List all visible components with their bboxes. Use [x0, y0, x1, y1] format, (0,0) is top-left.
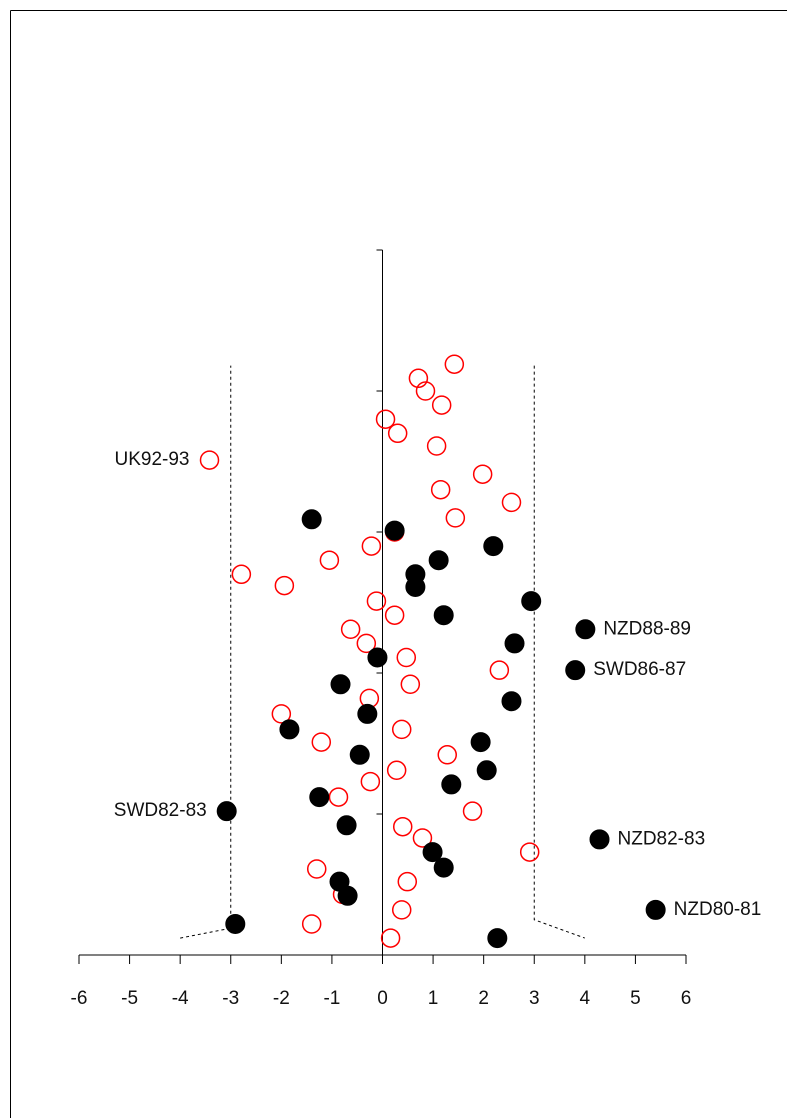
point [384, 605, 405, 625]
point [433, 605, 454, 626]
point [357, 703, 378, 724]
point-label: NZD82-83 [618, 828, 706, 849]
point [521, 591, 542, 612]
point [575, 619, 596, 640]
x-tick-label: -4 [172, 988, 189, 1009]
point [437, 745, 457, 765]
point-label: UK92-93 [115, 449, 190, 470]
point [392, 816, 413, 837]
point [391, 900, 412, 920]
x-tick-label: -1 [323, 988, 340, 1009]
x-tick-label: 0 [377, 988, 388, 1009]
x-tick-label: -3 [222, 988, 239, 1009]
point [489, 660, 510, 680]
point [225, 913, 246, 934]
point [426, 436, 447, 456]
point [431, 395, 452, 415]
point [309, 787, 330, 808]
x-tick-label: 3 [529, 988, 540, 1009]
point [645, 899, 666, 920]
point [445, 508, 466, 528]
point [487, 928, 508, 949]
x-tick-label: -5 [121, 988, 138, 1009]
point [400, 674, 421, 695]
point [328, 787, 349, 807]
point [360, 771, 381, 792]
point [199, 450, 220, 470]
point [422, 842, 443, 863]
point [361, 536, 382, 556]
point [306, 859, 327, 879]
point [444, 354, 465, 374]
funnel-line [533, 365, 586, 939]
point [367, 647, 388, 668]
point [412, 828, 433, 848]
point [565, 660, 586, 681]
point [311, 732, 332, 752]
point-label: NZD88-89 [603, 618, 691, 639]
point [319, 550, 340, 570]
point [231, 564, 252, 585]
point-label: SWD86-87 [593, 659, 686, 680]
point [589, 829, 610, 850]
point [441, 774, 462, 795]
x-tick-label: 1 [428, 988, 439, 1009]
point [301, 914, 322, 934]
point [405, 576, 426, 597]
x-tick-label: 2 [478, 988, 489, 1009]
point [274, 575, 295, 596]
x-tick-label: -6 [71, 988, 88, 1009]
x-tick-label: 5 [630, 988, 641, 1009]
point [430, 479, 451, 500]
x-tick-label: -2 [273, 988, 290, 1009]
point [396, 647, 417, 668]
point [380, 928, 401, 948]
point [462, 801, 483, 821]
point [472, 464, 493, 484]
x-tick-label: 4 [580, 988, 591, 1009]
point [271, 704, 292, 724]
point [501, 691, 522, 712]
point [433, 857, 454, 878]
point [279, 719, 300, 740]
point [504, 633, 525, 654]
point [501, 492, 522, 513]
point-label: SWD82-83 [114, 800, 207, 821]
point [428, 550, 449, 571]
point [384, 520, 405, 541]
point [476, 760, 497, 781]
point [397, 871, 418, 892]
point [337, 885, 358, 906]
funnel-line [180, 365, 232, 939]
point-label: NZD80-81 [674, 899, 762, 920]
point [386, 760, 407, 781]
point [387, 423, 408, 444]
point [356, 633, 377, 654]
x-tick-label: 6 [681, 988, 692, 1009]
point [483, 536, 504, 557]
point [366, 591, 387, 611]
point [349, 744, 370, 765]
point [391, 719, 412, 740]
point [336, 815, 357, 836]
point [301, 509, 322, 530]
point [216, 801, 237, 822]
point [519, 842, 540, 862]
point [330, 674, 351, 695]
point [375, 409, 396, 429]
point [470, 732, 491, 753]
point [408, 368, 429, 389]
point [415, 381, 436, 401]
point [340, 619, 361, 640]
